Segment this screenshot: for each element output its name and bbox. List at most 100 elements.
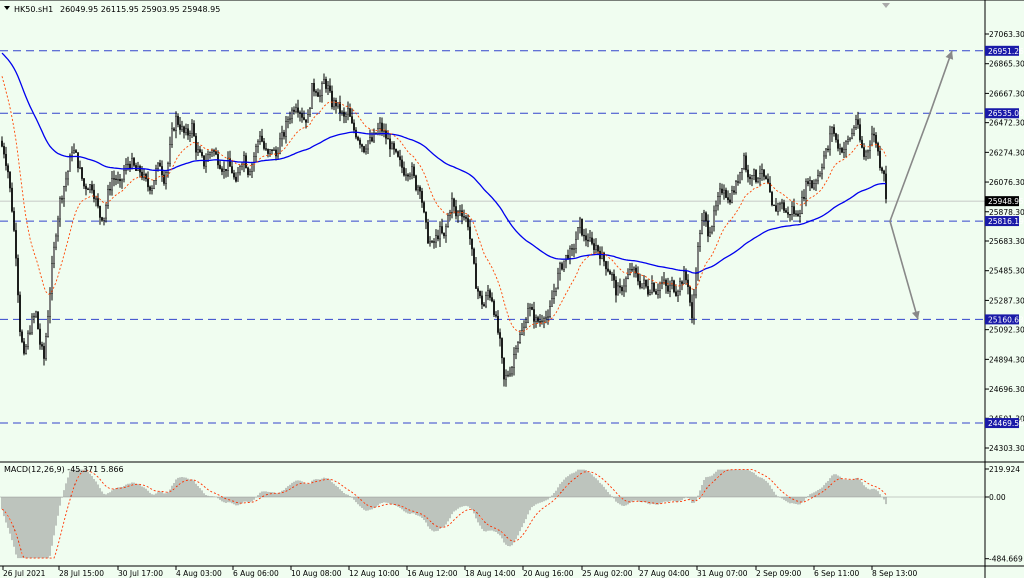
candle-body — [3, 146, 5, 155]
candle-body — [357, 136, 359, 141]
candle-body — [879, 150, 881, 169]
candle-body — [83, 178, 85, 187]
candle-body — [13, 211, 15, 231]
candle-body — [51, 263, 53, 294]
candle-body — [325, 79, 327, 89]
candle-body — [607, 268, 609, 272]
candle-body — [809, 180, 811, 184]
candle-body — [715, 205, 717, 212]
candle-body — [253, 156, 255, 165]
candle-body — [695, 273, 697, 296]
candle-body — [653, 283, 655, 292]
candle-body — [495, 314, 497, 317]
candle-body — [49, 293, 51, 317]
level-price-box — [985, 108, 1019, 119]
candle-body — [553, 291, 555, 299]
candle-body — [827, 148, 829, 151]
candle-body — [321, 83, 323, 96]
level-price-box — [985, 216, 1019, 227]
candle-body — [831, 127, 833, 135]
candle-body — [595, 245, 597, 250]
candle-body — [237, 172, 239, 182]
candle-body — [477, 288, 479, 292]
candle-body — [365, 148, 367, 153]
candle-body — [795, 213, 797, 215]
candle-body — [541, 320, 543, 323]
candle-body — [611, 273, 613, 276]
candle-body — [731, 190, 733, 203]
candle-body — [327, 85, 329, 89]
candle-body — [155, 168, 157, 181]
candle-body — [249, 171, 251, 175]
macd-tick-label: -484.669 — [989, 555, 1023, 564]
candle-body — [213, 150, 215, 152]
candle-body — [531, 307, 533, 310]
candle-body — [339, 102, 341, 114]
candle-body — [69, 155, 71, 172]
candle-body — [451, 198, 453, 213]
candle-body — [693, 294, 695, 319]
candle-body — [471, 238, 473, 250]
candle-body — [723, 189, 725, 194]
candle-body — [493, 300, 495, 315]
dropdown-arrow-icon[interactable] — [4, 6, 10, 10]
candle-body — [173, 128, 175, 131]
candle-body — [473, 248, 475, 264]
candle-body — [331, 90, 333, 108]
candle-body — [649, 292, 651, 295]
candle-body — [25, 346, 27, 354]
candle-body — [119, 178, 121, 182]
candle-body — [385, 130, 387, 139]
candle-body — [781, 202, 783, 204]
candle-body — [483, 304, 485, 307]
candle-body — [621, 287, 623, 292]
price-tick-label: 24894.30 — [989, 355, 1024, 364]
candle-body — [175, 115, 177, 131]
candle-body — [537, 317, 539, 322]
candle-body — [239, 165, 241, 174]
candle-body — [251, 164, 253, 172]
candle-body — [485, 295, 487, 307]
candle-body — [283, 132, 285, 137]
candle-body — [169, 144, 171, 164]
candle-body — [29, 332, 31, 334]
candle-body — [41, 344, 43, 347]
candle-body — [81, 167, 83, 179]
candle-body — [517, 342, 519, 349]
candle-body — [167, 163, 169, 173]
candle-body — [507, 374, 509, 377]
candle-body — [793, 206, 795, 214]
candle-body — [885, 173, 887, 200]
candle-body — [53, 246, 55, 264]
candle-body — [769, 182, 771, 193]
candle-body — [549, 306, 551, 317]
candle-body — [755, 169, 757, 183]
candle-body — [247, 167, 249, 175]
candle-body — [535, 317, 537, 322]
candle-body — [873, 133, 875, 136]
candle-body — [561, 263, 563, 270]
candle-body — [697, 246, 699, 274]
candle-body — [111, 178, 113, 191]
candle-body — [567, 254, 569, 259]
candle-body — [333, 100, 335, 108]
candle-body — [469, 226, 471, 240]
ohlc-header: 26049.95 26115.95 25903.95 25948.95 — [60, 5, 220, 14]
candle-body — [821, 167, 823, 175]
candle-body — [513, 354, 515, 368]
candle-body — [733, 190, 735, 193]
candle-body — [847, 139, 849, 143]
candle-body — [317, 92, 319, 97]
candle-body — [43, 345, 45, 359]
candle-body — [555, 287, 557, 292]
candle-body — [397, 151, 399, 157]
candle-body — [179, 124, 181, 130]
candle-body — [707, 220, 709, 237]
time-tick-label: 16 Aug 12:00 — [407, 569, 458, 578]
candle-body — [685, 271, 687, 281]
candle-body — [631, 269, 633, 271]
candle-body — [381, 122, 383, 132]
price-tick-label: 25485.30 — [989, 267, 1024, 276]
candle-body — [39, 328, 41, 345]
